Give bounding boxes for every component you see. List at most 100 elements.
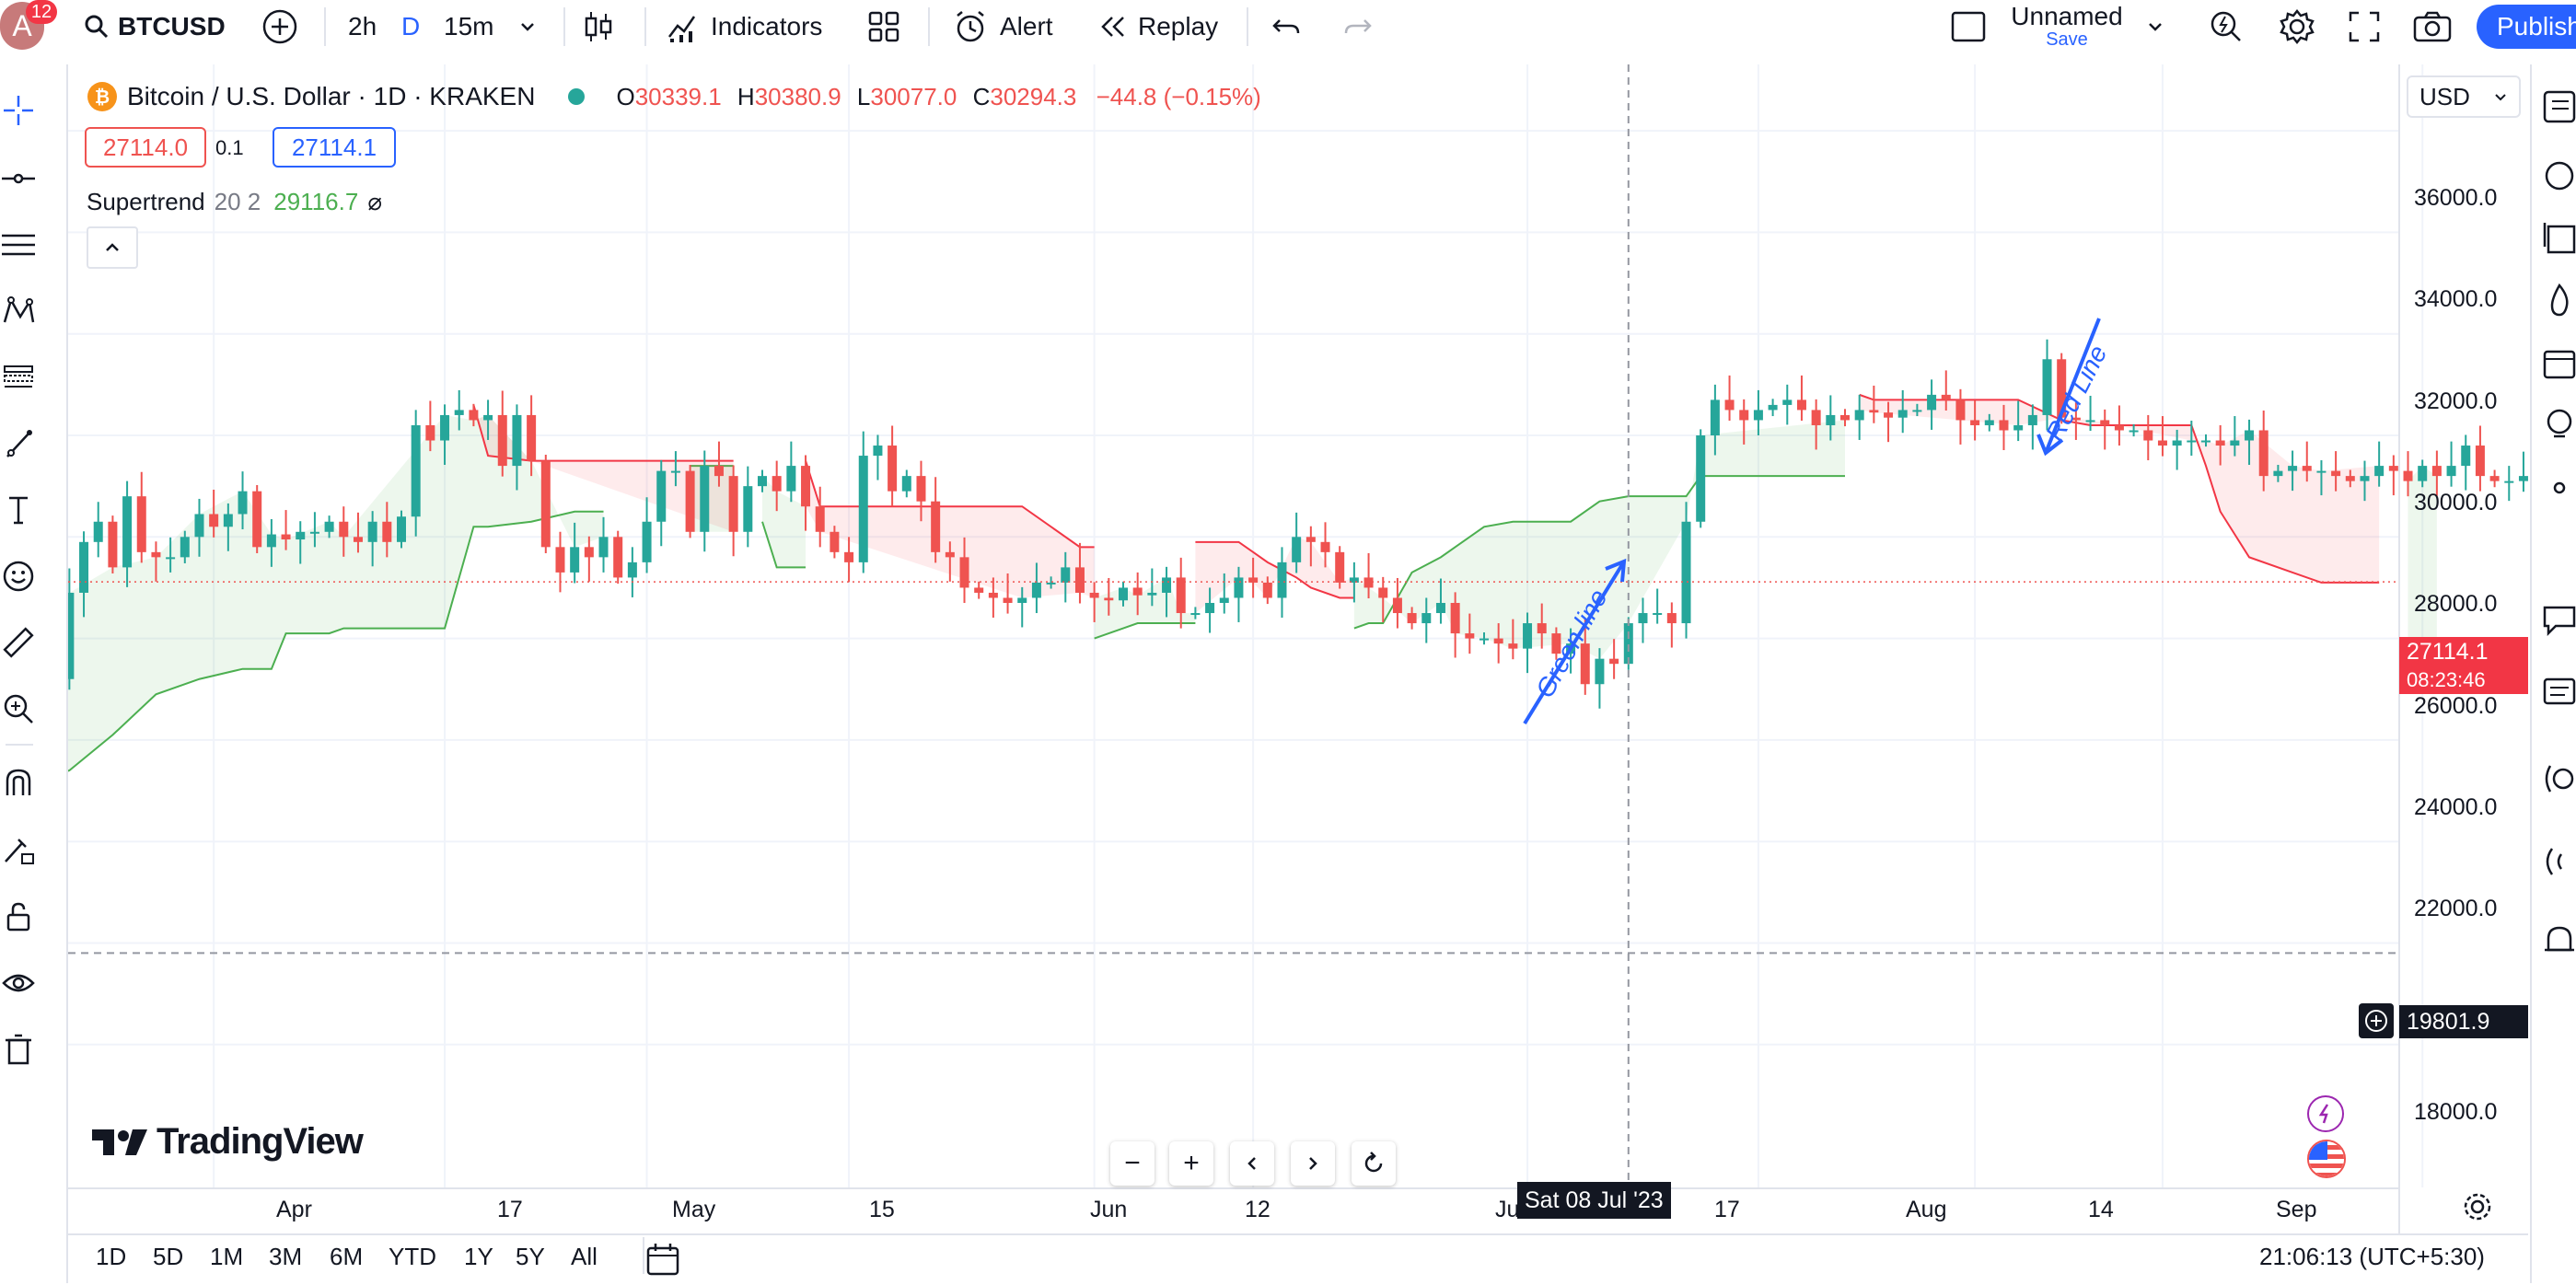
candle-body[interactable] <box>1190 613 1201 616</box>
candle-body[interactable] <box>873 446 883 457</box>
candle-body[interactable] <box>714 466 724 477</box>
candle-body[interactable] <box>1320 541 1330 552</box>
candle-body[interactable] <box>1119 587 1128 601</box>
undo-button[interactable] <box>1271 0 1302 53</box>
candle-body[interactable] <box>1435 602 1445 614</box>
candle-body[interactable] <box>1653 613 1663 616</box>
candle-body[interactable] <box>685 470 695 532</box>
pitchfork-tool[interactable] <box>0 226 37 263</box>
indicator-legend[interactable]: Supertrend 20 2 29116.7 ⌀ <box>87 188 382 216</box>
hidden-icon[interactable]: ⌀ <box>367 188 382 215</box>
candle-body[interactable] <box>2143 430 2153 441</box>
candle-body[interactable] <box>2100 420 2110 425</box>
candle-body[interactable] <box>382 521 392 542</box>
candle-body[interactable] <box>1537 623 1547 634</box>
candle-body[interactable] <box>223 514 233 527</box>
price-chart[interactable] <box>68 64 2528 1233</box>
candle-body[interactable] <box>2201 440 2210 443</box>
candle-body[interactable] <box>2258 430 2269 477</box>
candle-body[interactable] <box>108 521 118 568</box>
candle-body[interactable] <box>1984 420 1994 425</box>
magnet-tool[interactable] <box>0 764 37 801</box>
interval-d[interactable]: D <box>401 12 421 41</box>
candle-body[interactable] <box>1696 435 1706 522</box>
candle-body[interactable] <box>2345 476 2355 481</box>
interval-dropdown[interactable] <box>517 0 538 53</box>
candle-body[interactable] <box>1955 399 1966 421</box>
candle-body[interactable] <box>1580 643 1590 685</box>
candle-body[interactable] <box>2114 424 2124 431</box>
candle-body[interactable] <box>988 592 998 598</box>
candle-body[interactable] <box>2245 430 2255 441</box>
candle-body[interactable] <box>1826 414 1836 425</box>
candle-body[interactable] <box>815 506 825 532</box>
candle-body[interactable] <box>1176 577 1186 614</box>
hotlists-button[interactable] <box>2541 282 2576 318</box>
tradingview-logo[interactable]: TradingView <box>90 1121 364 1163</box>
candle-body[interactable] <box>353 537 363 542</box>
interval-15m[interactable]: 15m <box>444 12 494 41</box>
zoom-tool[interactable] <box>0 690 37 727</box>
candle-body[interactable] <box>627 561 637 578</box>
range-ytd[interactable]: YTD <box>389 1243 436 1270</box>
candle-body[interactable] <box>1277 561 1287 598</box>
range-1d[interactable]: 1D <box>96 1243 127 1270</box>
candle-body[interactable] <box>180 537 190 558</box>
pattern-tool[interactable] <box>0 293 37 330</box>
candle-body[interactable] <box>1897 410 1908 418</box>
icon-tool[interactable] <box>0 558 37 595</box>
time-axis[interactable] <box>68 1187 2399 1235</box>
candle-body[interactable] <box>844 551 854 562</box>
candle-body[interactable] <box>425 424 435 441</box>
candle-body[interactable] <box>1248 577 1259 583</box>
candle-body[interactable] <box>598 537 609 558</box>
candle-body[interactable] <box>1292 537 1302 562</box>
candle-body[interactable] <box>1811 410 1821 425</box>
candle-body[interactable] <box>209 514 219 527</box>
candle-body[interactable] <box>1681 521 1691 624</box>
candle-body[interactable] <box>1710 399 1720 435</box>
candle-body[interactable] <box>1392 597 1402 614</box>
candle-body[interactable] <box>122 496 133 568</box>
candle-body[interactable] <box>166 557 176 560</box>
candle-body[interactable] <box>858 456 868 562</box>
candle-body[interactable] <box>1421 613 1432 624</box>
clock[interactable]: 21:06:13 (UTC+5:30) <box>2259 1243 2485 1270</box>
candle-body[interactable] <box>2403 470 2413 481</box>
interval-2h[interactable]: 2h <box>348 12 377 41</box>
candle-body[interactable] <box>2302 466 2312 471</box>
candle-body[interactable] <box>772 476 782 492</box>
candle-body[interactable] <box>1739 410 1749 421</box>
remove-drawings-tool[interactable] <box>0 1031 37 1068</box>
candle-body[interactable] <box>2172 440 2182 446</box>
candle-body[interactable] <box>1508 643 1518 649</box>
candle-body[interactable] <box>483 414 493 421</box>
candle-body[interactable] <box>1941 394 1951 400</box>
candle-body[interactable] <box>959 557 969 588</box>
candle-body[interactable] <box>309 531 319 534</box>
candle-body[interactable] <box>339 521 349 538</box>
candle-body[interactable] <box>1768 404 1778 411</box>
candle-body[interactable] <box>2504 480 2514 483</box>
candle-body[interactable] <box>1031 582 1041 598</box>
candle-body[interactable] <box>397 516 406 542</box>
lock-drawings-tool[interactable] <box>0 898 37 935</box>
candle-body[interactable] <box>281 534 291 540</box>
candle-body[interactable] <box>1609 658 1619 665</box>
candle-body[interactable] <box>642 521 652 562</box>
us-flag-icon[interactable] <box>2307 1140 2346 1178</box>
candle-body[interactable] <box>670 470 680 473</box>
candle-body[interactable] <box>1638 613 1648 624</box>
trend-line-tool[interactable] <box>0 160 37 197</box>
go-to-date-button[interactable] <box>644 1241 681 1282</box>
candle-body[interactable] <box>469 410 479 421</box>
text-tool[interactable] <box>0 492 37 528</box>
candle-body[interactable] <box>584 547 594 558</box>
candle-body[interactable] <box>1523 623 1533 649</box>
candle-body[interactable] <box>2316 470 2327 473</box>
live-button[interactable] <box>2541 843 2576 880</box>
candle-body[interactable] <box>2215 440 2225 446</box>
candle-body[interactable] <box>1017 597 1027 603</box>
candle-body[interactable] <box>1869 410 1879 413</box>
candle-body[interactable] <box>1104 597 1114 601</box>
